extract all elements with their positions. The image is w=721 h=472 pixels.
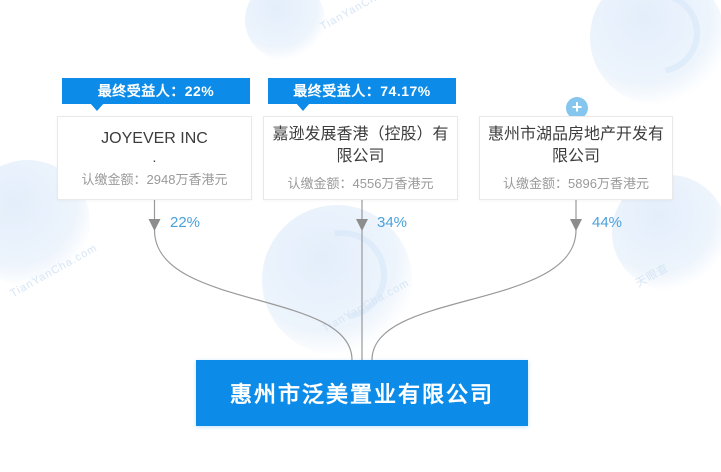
tag-pointer <box>90 103 104 111</box>
ownership-percent: 22% <box>170 214 201 231</box>
shareholder-name: JOYEVER INC <box>101 129 208 147</box>
beneficiary-tag[interactable]: 最终受益人：74.17% <box>268 78 456 111</box>
plus-glyph: + <box>571 97 583 117</box>
shareholder-name-line2: . <box>152 149 157 166</box>
shareholder-name: 惠州市湖品房地产开发有限公司 <box>488 125 665 165</box>
arrowhead-down-icon <box>148 219 161 231</box>
tag-pointer <box>296 103 310 111</box>
ownership-percent: 34% <box>377 214 408 231</box>
beneficiary-tag[interactable]: 最终受益人：22% <box>62 78 250 111</box>
subscribed-amount: 认缴金额：2948万香港元 <box>81 172 228 188</box>
shareholder-node[interactable]: JOYEVER INC . 认缴金额：2948万香港元 <box>57 116 252 200</box>
subscribed-amount: 认缴金额：5896万香港元 <box>503 176 649 192</box>
ownership-percent: 44% <box>592 214 623 231</box>
shareholder-node[interactable]: 惠州市湖品房地产开发有限公司 认缴金额：5896万香港元 <box>479 116 673 200</box>
arrowhead-down-icon <box>570 219 582 231</box>
beneficiary-tag-label: 最终受益人：22% <box>97 83 215 99</box>
shareholder-node[interactable]: 嘉逊发展香港（控股）有限公司 认缴金额：4556万香港元 <box>263 116 458 200</box>
shareholder-name: 嘉逊发展香港（控股）有限公司 <box>272 125 449 165</box>
beneficiary-tag-label: 最终受益人：74.17% <box>293 83 431 99</box>
target-company-node[interactable]: 惠州市泛美置业有限公司 <box>196 360 528 426</box>
connector-right <box>371 200 577 361</box>
target-company-name: 惠州市泛美置业有限公司 <box>229 382 494 407</box>
expand-plus-icon[interactable]: + <box>566 97 588 119</box>
arrowhead-down-icon <box>356 219 368 231</box>
subscribed-amount: 认缴金额：4556万香港元 <box>287 176 434 192</box>
connector-left <box>153 200 353 361</box>
